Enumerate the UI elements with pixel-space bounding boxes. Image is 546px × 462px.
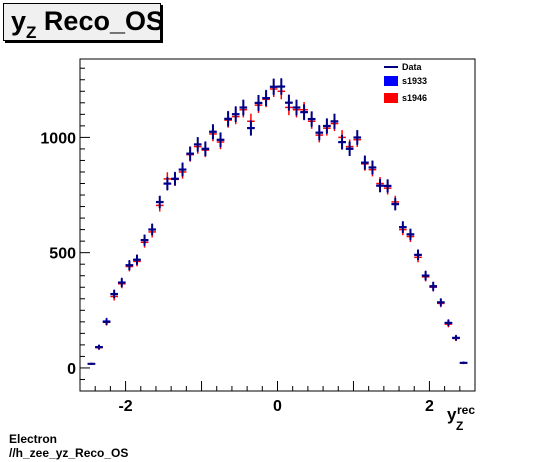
point-data — [178, 162, 187, 177]
point-data — [376, 179, 384, 193]
legend: Data s1933 s1946 — [380, 61, 450, 111]
point-data — [186, 146, 194, 161]
x-axis-title-sup: rec — [457, 403, 475, 417]
point-data — [216, 132, 225, 147]
point-data — [345, 141, 354, 157]
point-data — [117, 278, 126, 288]
point-data — [87, 362, 96, 365]
point-data — [429, 281, 438, 291]
point-data — [269, 78, 278, 95]
footer-line-1: Electron — [9, 432, 58, 446]
axes: -2 0 2 0 500 1000 — [40, 67, 476, 415]
point-data — [285, 94, 293, 111]
point-data — [444, 319, 453, 327]
point-data — [102, 318, 111, 326]
x-tick-label: -2 — [118, 398, 132, 415]
point-data — [262, 90, 270, 107]
point-data — [338, 134, 346, 150]
x-axis-title-main: y — [447, 405, 457, 424]
point-data — [163, 176, 172, 191]
point-data — [459, 361, 468, 364]
point-data — [406, 228, 415, 240]
point-data — [399, 221, 407, 233]
point-data — [110, 290, 118, 299]
legend-swatch-s1933 — [384, 76, 398, 86]
x-axis-title-sub: Z — [456, 419, 463, 433]
point-data — [383, 179, 392, 193]
point-data — [209, 124, 217, 140]
point-data — [155, 195, 164, 209]
y-tick-label: 1000 — [40, 130, 76, 147]
point-data — [277, 78, 286, 95]
point-data — [437, 298, 445, 307]
point-data — [95, 345, 103, 350]
data-marks — [87, 78, 468, 365]
y-tick-label: 500 — [49, 246, 76, 263]
point-data — [292, 99, 301, 116]
legend-label-s1933: s1933 — [402, 76, 427, 86]
point-data — [361, 155, 369, 170]
x-tick-label: 0 — [273, 398, 282, 415]
point-data — [414, 249, 422, 261]
point-data — [193, 137, 202, 152]
chart-title-sub: Z — [26, 23, 37, 42]
legend-label-s1946: s1946 — [402, 93, 427, 103]
point-data — [421, 271, 430, 281]
chart-title: yZ Reco_OS — [11, 6, 164, 42]
point-data — [239, 99, 248, 116]
point-data — [125, 260, 134, 271]
point-data — [247, 120, 255, 136]
point-data — [353, 130, 362, 145]
point-data — [300, 104, 308, 120]
point-data — [148, 223, 156, 236]
point-data — [224, 111, 232, 127]
point-data — [171, 172, 179, 186]
point-data — [323, 118, 331, 134]
chart-title-rest: Reco_OS — [36, 6, 164, 36]
title-box: yZ Reco_OS — [3, 3, 164, 42]
point-data — [391, 198, 400, 211]
point-data — [330, 113, 339, 129]
y-tick-label: 0 — [67, 361, 76, 378]
point-data — [315, 125, 324, 141]
chart-title-main: y — [11, 6, 27, 36]
legend-swatch-s1946 — [384, 93, 398, 103]
point-data — [201, 141, 210, 157]
point-data — [231, 106, 240, 122]
x-tick-label: 2 — [425, 398, 434, 415]
footer-line-2: //h_zee_yz_Reco_OS — [9, 446, 129, 460]
legend-label-data: Data — [402, 62, 423, 72]
point-data — [133, 254, 141, 265]
point-data — [368, 160, 377, 175]
point-data — [254, 94, 263, 111]
point-data — [140, 234, 149, 246]
point-data — [307, 111, 316, 127]
point-data — [452, 335, 460, 341]
x-axis-title: y Z rec — [447, 403, 475, 433]
